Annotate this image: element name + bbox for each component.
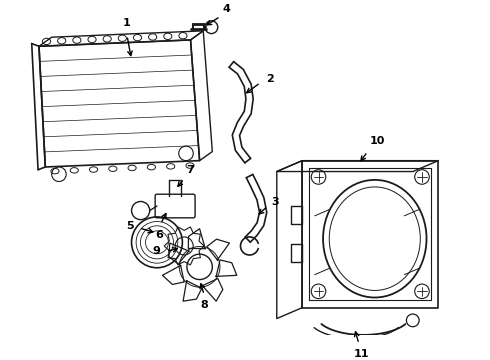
Text: 1: 1 bbox=[123, 18, 131, 28]
Text: 3: 3 bbox=[271, 197, 279, 207]
Text: 6: 6 bbox=[155, 230, 163, 240]
Text: 5: 5 bbox=[126, 221, 133, 231]
Text: 9: 9 bbox=[153, 246, 161, 256]
Text: 4: 4 bbox=[222, 4, 230, 14]
Text: 10: 10 bbox=[369, 136, 385, 146]
Text: 8: 8 bbox=[200, 300, 208, 310]
Text: 2: 2 bbox=[266, 74, 273, 84]
Text: 11: 11 bbox=[354, 350, 369, 359]
Text: 7: 7 bbox=[186, 165, 194, 175]
